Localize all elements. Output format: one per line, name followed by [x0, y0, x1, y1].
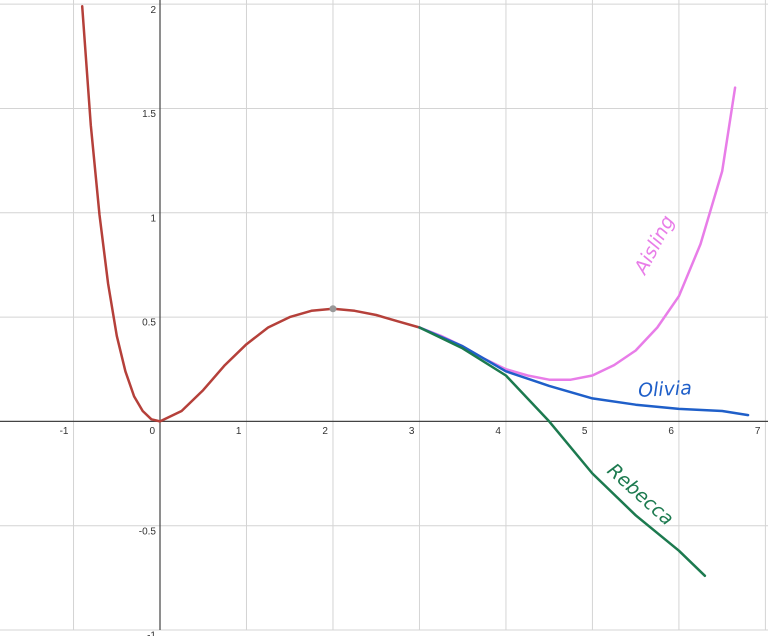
x-tick-label: 3	[409, 426, 415, 437]
curve	[80, 5, 421, 423]
x-tick-label: 7	[755, 426, 761, 437]
curve	[418, 326, 750, 417]
y-tick-label: 0.5	[142, 318, 156, 329]
curve-label: Olivia	[638, 377, 693, 402]
curve	[418, 326, 707, 578]
x-tick-label: 1	[236, 426, 242, 437]
x-tick-label: 0	[149, 426, 155, 437]
y-tick-label: 1	[150, 213, 156, 224]
y-tick-label: -1	[147, 631, 156, 636]
x-tick-label: 6	[668, 426, 674, 437]
y-tick-label: -0.5	[139, 526, 157, 537]
x-tick-label: 2	[322, 426, 328, 437]
x-tick-label: 5	[582, 426, 588, 437]
point	[329, 305, 337, 313]
y-tick-label: 1.5	[142, 109, 156, 120]
x-tick-label: 4	[495, 426, 501, 437]
x-tick-label: -1	[60, 426, 69, 437]
y-tick-label: 2	[150, 5, 156, 16]
